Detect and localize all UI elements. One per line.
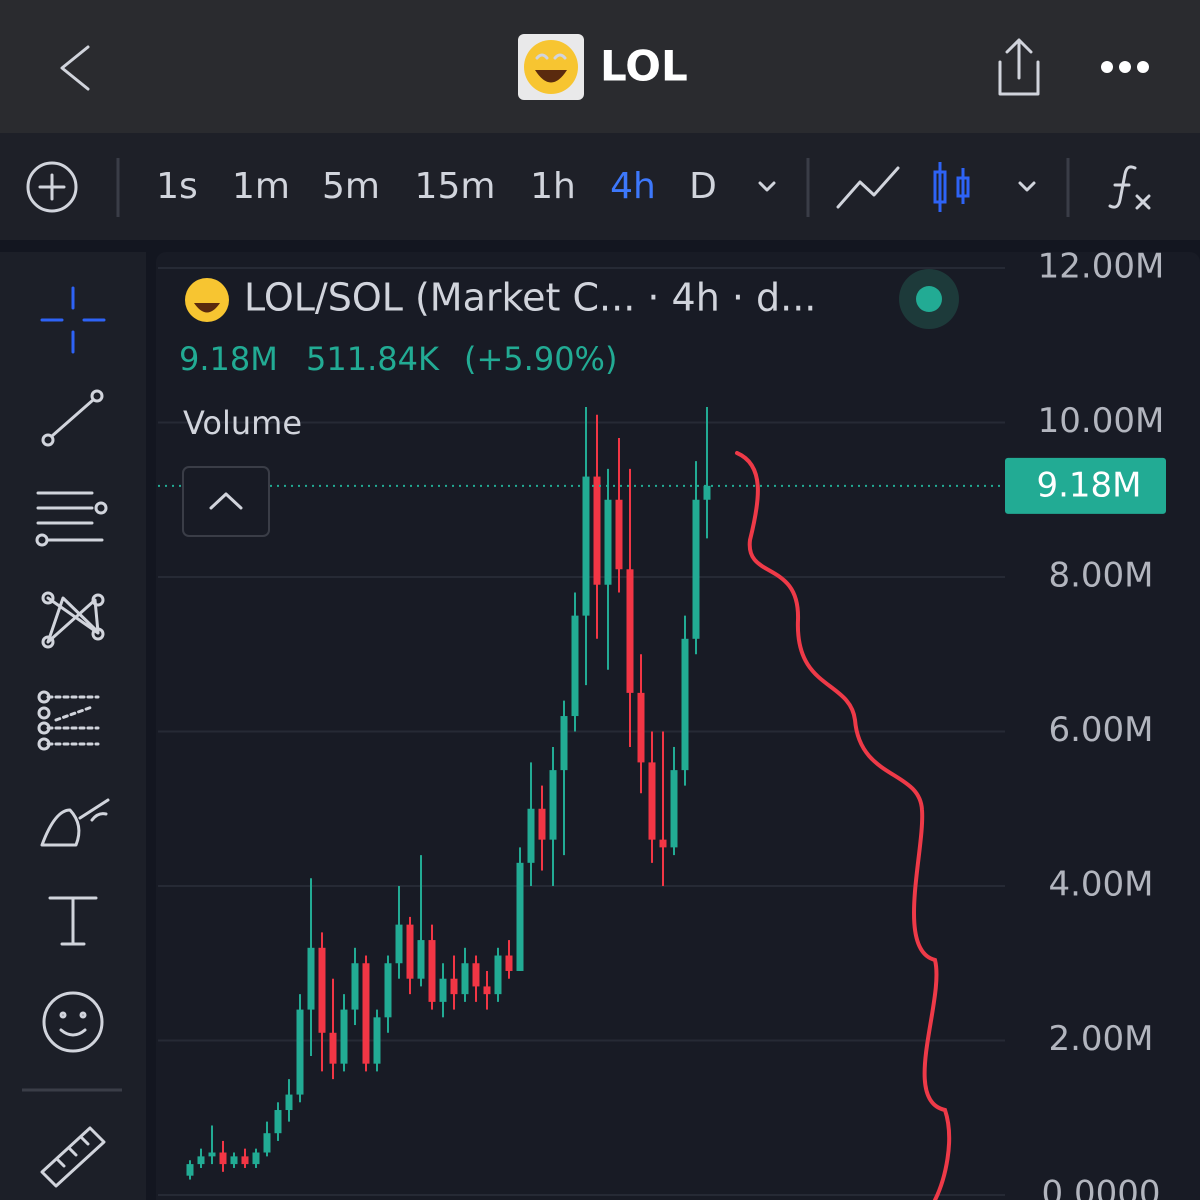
last-price-box xyxy=(1005,457,1166,514)
candle-body xyxy=(549,770,557,840)
candle-body xyxy=(593,476,601,585)
hand-drawn-annotation xyxy=(735,451,952,1200)
candle-body xyxy=(230,1156,238,1165)
candle-body xyxy=(318,947,326,1033)
candle-body xyxy=(307,947,315,1010)
drawing-sidebar xyxy=(0,252,146,1200)
add-button[interactable] xyxy=(26,161,78,213)
candle-body xyxy=(582,476,590,616)
candle-body xyxy=(197,1156,205,1165)
candle-body xyxy=(659,839,667,848)
candle-body xyxy=(681,638,689,771)
ohlc-change: 511.84K xyxy=(306,340,440,378)
candle-body xyxy=(373,1017,381,1064)
indicators-button[interactable] xyxy=(1108,165,1151,210)
indicator-label: Volume xyxy=(183,404,302,442)
page-title: LOL xyxy=(600,42,688,91)
candle-body xyxy=(626,569,634,693)
y-tick-label: 8.00M xyxy=(1048,556,1153,596)
candle-body xyxy=(340,1009,348,1064)
candle-body xyxy=(516,862,524,971)
timeframe-dropdown[interactable] xyxy=(758,181,776,192)
candle-body xyxy=(296,1009,304,1095)
timeframe-button[interactable]: 15m xyxy=(415,166,496,207)
timeframe-button[interactable]: 1h xyxy=(530,166,576,207)
candle-body xyxy=(428,940,436,1002)
candle-body xyxy=(395,924,403,964)
y-tick-label: 10.00M xyxy=(1038,401,1165,441)
candle-body xyxy=(703,485,711,500)
emoji-mouth xyxy=(535,70,567,83)
candle-body xyxy=(483,986,491,995)
candle-chart-button[interactable] xyxy=(933,162,970,212)
candle-body xyxy=(406,924,414,979)
candle-body xyxy=(329,1032,337,1064)
timeframe-button[interactable]: D xyxy=(689,166,717,207)
y-tick-label: 0.0000 xyxy=(1042,1174,1161,1200)
timeframe-button[interactable]: 4h xyxy=(610,166,656,207)
y-tick-label: 6.00M xyxy=(1048,710,1153,750)
candle-body xyxy=(527,808,535,863)
ohlc-percent: (+5.90%) xyxy=(464,340,617,378)
candle-body xyxy=(615,499,623,570)
candle-body xyxy=(472,963,480,987)
candle-body xyxy=(505,955,513,971)
timeframe-button[interactable]: 1s xyxy=(156,166,198,207)
toolbar xyxy=(0,133,1200,240)
share-button[interactable] xyxy=(998,38,1040,96)
collapse-button[interactable] xyxy=(182,466,270,537)
candle-body xyxy=(252,1152,260,1165)
candle-body xyxy=(637,692,645,763)
candle-body xyxy=(439,978,447,1002)
candle-body xyxy=(648,762,656,840)
candle-body xyxy=(186,1164,194,1176)
candle-body xyxy=(604,499,612,585)
candle-body xyxy=(692,499,700,639)
candle-body xyxy=(571,615,579,717)
line-chart-button[interactable] xyxy=(836,166,900,209)
candle-body xyxy=(384,963,392,1018)
more-button[interactable] xyxy=(1101,61,1149,73)
candle-body xyxy=(351,963,359,1010)
timeframe-button[interactable]: 1m xyxy=(232,166,290,207)
candle-body xyxy=(417,940,425,979)
y-tick-label: 12.00M xyxy=(1038,247,1165,287)
candle-body xyxy=(241,1156,249,1165)
timeframe-button[interactable]: 5m xyxy=(322,166,380,207)
legend-icon xyxy=(185,278,229,322)
candle-body xyxy=(461,963,469,995)
candle-body xyxy=(263,1133,271,1153)
candle-body xyxy=(450,978,458,995)
candle-body xyxy=(285,1094,293,1111)
candle-body xyxy=(362,963,370,1064)
candle-body xyxy=(274,1110,282,1134)
emoji-eyes xyxy=(535,53,567,60)
y-tick-label: 2.00M xyxy=(1048,1019,1153,1059)
drawing-tools[interactable] xyxy=(35,286,110,1188)
ohlc-value: 9.18M xyxy=(179,340,278,378)
candle-body xyxy=(208,1152,216,1157)
candle-body xyxy=(560,716,568,771)
status-dot xyxy=(916,286,942,312)
y-tick-label: 4.00M xyxy=(1048,865,1153,905)
candle-body xyxy=(538,808,546,840)
candle-body xyxy=(494,955,502,995)
last-price-label: 9.18M xyxy=(1036,465,1141,505)
legend-icon-mouth xyxy=(194,303,220,313)
legend-title: LOL/SOL (Market C... · 4h · d... xyxy=(244,276,816,320)
candle-body xyxy=(670,770,678,848)
candle-body xyxy=(219,1152,227,1165)
chart-panel xyxy=(156,252,1200,1200)
chart-type-dropdown[interactable] xyxy=(1018,181,1036,192)
back-button[interactable] xyxy=(60,45,90,91)
emoji-face xyxy=(524,40,578,94)
